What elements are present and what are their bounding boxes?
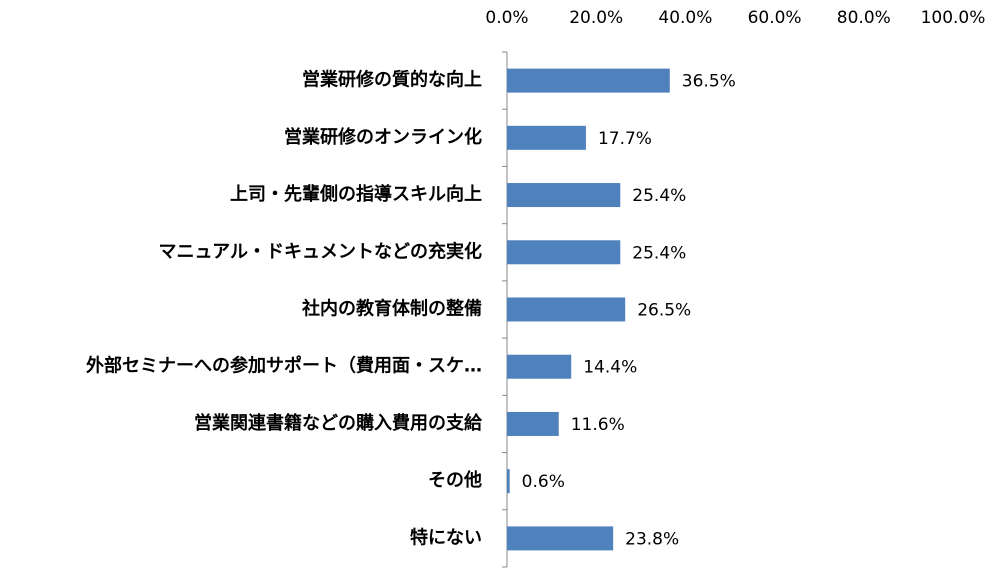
bar [507,297,626,322]
category-label: 営業関連書籍などの購入費用の支給 [194,412,483,434]
x-tick-label: 40.0% [658,8,712,28]
value-label: 36.5% [682,72,736,92]
x-tick-label: 0.0% [485,8,528,28]
value-label: 25.4% [632,243,686,263]
bar [507,411,559,436]
bar [507,469,510,494]
category-label: 社内の教育体制の整備 [302,298,482,320]
value-label: 0.6% [522,472,565,492]
category-label: 特にない [410,526,482,548]
value-label: 14.4% [583,358,637,378]
category-label: マニュアル・ドキュメントなどの充実化 [159,240,482,262]
x-tick-label: 60.0% [748,8,802,28]
bar [507,68,670,93]
bar [507,183,621,208]
value-label: 11.6% [571,415,625,435]
category-label: 外部セミナーへの参加サポート（費用面・スケ… [86,355,482,377]
x-tick-label: 80.0% [837,8,891,28]
x-tick-label: 20.0% [569,8,623,28]
category-label: 営業研修の質的な向上 [302,69,482,91]
value-label: 23.8% [625,529,679,549]
value-label: 25.4% [632,186,686,206]
bar [507,354,572,379]
bar [507,526,614,551]
value-label: 26.5% [637,301,691,321]
category-label: 営業研修のオンライン化 [284,126,482,148]
category-label: 上司・先輩側の指導スキル向上 [230,183,482,205]
bar [507,240,621,265]
x-tick-label: 100.0% [921,8,986,28]
value-label: 17.7% [598,129,652,149]
category-label: その他 [428,469,482,491]
bar [507,125,586,150]
